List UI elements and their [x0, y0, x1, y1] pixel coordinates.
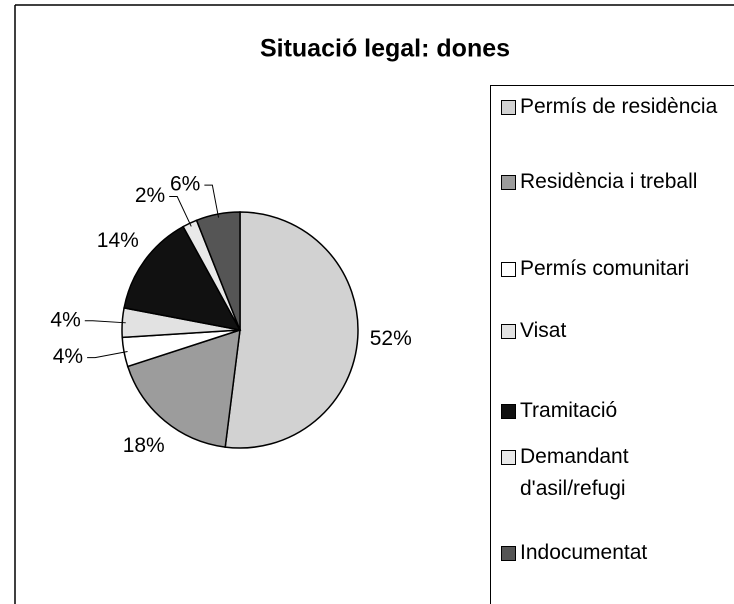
- legend-swatch: [501, 324, 516, 339]
- legend-swatch: [501, 404, 516, 419]
- pie-slice: [123, 225, 242, 332]
- legend-label: Indocumentat: [520, 541, 648, 564]
- pie-slice: [224, 211, 359, 449]
- legend-item: Permís de residència: [501, 91, 733, 123]
- data-label: 14%: [97, 229, 139, 252]
- legend-label: Permís de residència: [520, 95, 718, 118]
- legend-item: Tramitació: [501, 395, 733, 427]
- data-label: 4%: [50, 308, 80, 331]
- legend-swatch: [501, 100, 516, 115]
- legend-label: Demandant d'asil/refugi: [520, 445, 629, 500]
- chart-title: Situació legal: dones: [260, 35, 510, 63]
- data-label: 2%: [135, 184, 165, 207]
- legend: Permís de residència Residència i treball…: [490, 85, 734, 604]
- legend-label: Residència i treball: [520, 170, 698, 193]
- data-label: 6%: [170, 173, 200, 196]
- leader-line: [84, 320, 126, 324]
- leader-line: [204, 184, 220, 218]
- legend-swatch: [501, 450, 516, 465]
- pie-slice: [126, 328, 241, 448]
- legend-label: Permís comunitari: [520, 257, 690, 280]
- legend-swatch: [501, 546, 516, 561]
- data-label: 52%: [370, 327, 412, 350]
- legend-label: Tramitació: [520, 399, 618, 422]
- legend-item: Residència i treball: [501, 166, 733, 198]
- leader-line: [87, 350, 128, 359]
- legend-item: Permís comunitari: [501, 253, 733, 285]
- data-label: 18%: [123, 434, 165, 457]
- leader-line: [169, 196, 192, 227]
- legend-item: Visat: [501, 315, 733, 347]
- legend-swatch: [501, 262, 516, 277]
- legend-label: Visat: [520, 319, 567, 342]
- legend-item: Demandant d'asil/refugi: [501, 441, 733, 505]
- legend-swatch: [501, 175, 516, 190]
- legend-item: Indocumentat: [501, 537, 733, 569]
- data-label: 4%: [53, 345, 83, 368]
